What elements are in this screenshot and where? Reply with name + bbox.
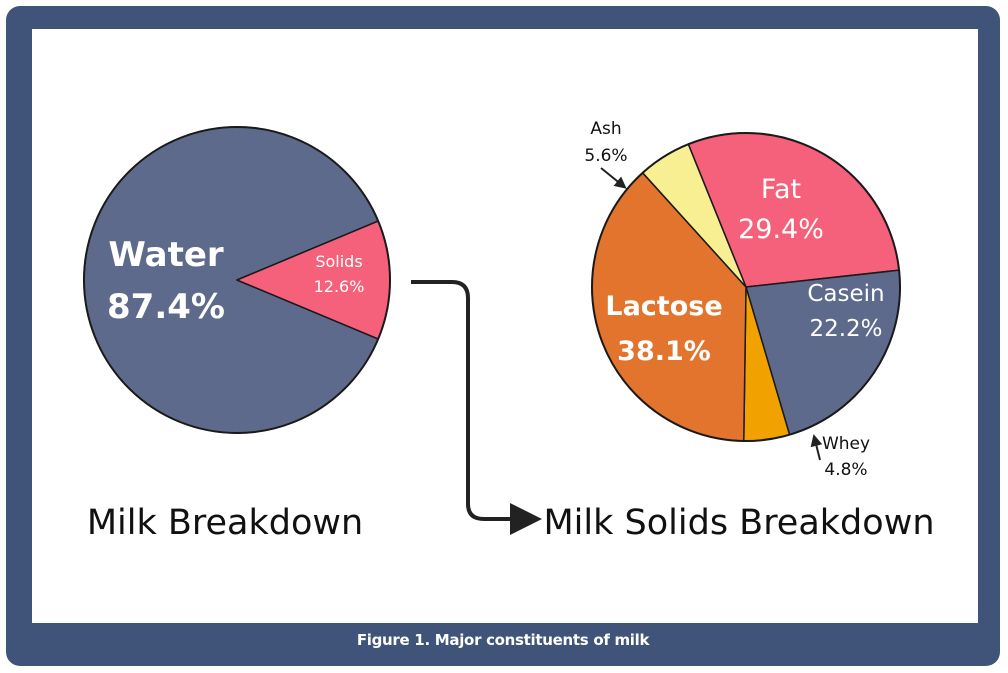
ash-value: 5.6% [584,146,627,166]
connector-arrow [411,280,542,535]
fat-value: 29.4% [738,214,824,245]
milk-solids-breakdown-title: Milk Solids Breakdown [543,503,934,543]
casein-label: Casein [807,281,884,307]
water-label: Water [108,235,224,275]
milk-breakdown-pie [83,126,391,434]
fat-label: Fat [761,174,801,205]
lactose-value: 38.1% [617,336,711,367]
whey-label: Whey [822,434,870,454]
milk-breakdown-title: Milk Breakdown [87,503,363,543]
milk-solids-pie [591,132,901,442]
solids-label: Solids [315,252,362,271]
ash-label: Ash [590,119,621,139]
ash-pointer-arrow [600,167,627,189]
milk-solids-outline [591,132,901,442]
milk-breakdown-outline [83,126,391,434]
figure-caption: Figure 1. Major constituents of milk [356,631,650,649]
solids-value: 12.6% [314,277,365,296]
whey-value: 4.8% [824,460,867,480]
casein-value: 22.2% [809,316,882,342]
whey-pointer-arrow [810,434,823,461]
lactose-label: Lactose [605,291,722,322]
water-value: 87.4% [107,287,225,327]
